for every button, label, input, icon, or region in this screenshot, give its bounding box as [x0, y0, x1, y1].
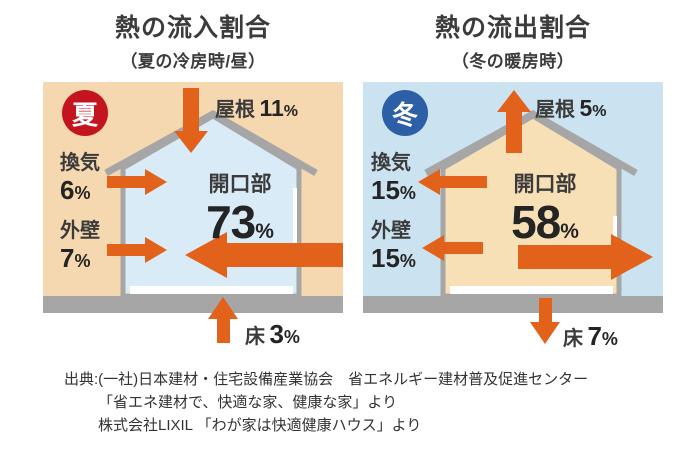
summer-vent-label: 換気 6%: [60, 150, 100, 208]
floor-unit: %: [601, 329, 618, 349]
summer-floor-label: 床 3%: [245, 319, 300, 350]
roof-label-text: 屋根: [535, 99, 575, 121]
floor-value: 7: [587, 321, 602, 351]
vent-inflow-arrow: [107, 169, 167, 195]
vent-outflow-arrow: [418, 169, 487, 195]
source-line-1: 出典:(一社)日本建材・住宅設備産業協会 省エネルギー建材普及促進センター: [64, 371, 589, 388]
floor-outflow-arrow: [530, 298, 560, 344]
opening-unit: %: [255, 220, 274, 243]
vent-value: 6: [60, 175, 75, 205]
roof-value: 11: [259, 95, 284, 121]
ground-strip: [43, 296, 343, 313]
summer-wall-label: 外壁 7%: [60, 218, 100, 276]
summer-opening-label: 開口部 73%: [175, 168, 305, 246]
winter-opening-label: 開口部 58%: [480, 168, 610, 246]
wall-inflow-arrow: [107, 237, 167, 263]
ground-strip: [363, 296, 663, 313]
floor-label-text: 床: [563, 328, 583, 350]
roof-inflow-arrow: [174, 88, 208, 153]
roof-unit: %: [592, 103, 607, 120]
wall-label-text: 外壁: [371, 220, 411, 242]
summer-title-group: 熱の流入割合 （夏の冷房時/昼）: [43, 8, 343, 72]
roof-value: 5: [579, 95, 593, 121]
floor-unit: %: [283, 327, 300, 347]
vent-value: 15: [371, 175, 400, 205]
wall-label-text: 外壁: [60, 220, 100, 242]
vent-label-text: 換気: [371, 152, 411, 174]
opening-label-text: 開口部: [513, 173, 577, 196]
summer-panel: 夏 屋根 11% 換気 6% 外壁 7% 開口部 73% 床 3%: [43, 82, 343, 392]
vent-unit: %: [74, 183, 91, 203]
source-attribution: 出典:(一社)日本建材・住宅設備産業協会 省エネルギー建材普及促進センター 「省…: [64, 368, 588, 437]
opening-value: 58: [511, 196, 561, 248]
source-line-3: 株式会社LIXIL 「わが家は快適健康ハウス」より: [98, 417, 422, 434]
roof-outflow-arrow: [497, 90, 531, 153]
wall-unit: %: [74, 251, 91, 271]
winter-title-group: 熱の流出割合 （冬の暖房時）: [363, 8, 663, 72]
winter-floor-label: 床 7%: [563, 321, 618, 352]
roof-unit: %: [283, 103, 299, 120]
winter-badge: 冬: [382, 90, 428, 136]
opening-unit: %: [560, 220, 579, 243]
opening-outflow-arrow: [518, 234, 653, 280]
winter-roof-label: 屋根 5%: [535, 93, 606, 122]
house-floor-strip: [450, 286, 613, 294]
summer-house-graphic: [43, 82, 343, 343]
wall-unit: %: [399, 251, 416, 271]
roof-overhang: [104, 109, 318, 177]
summer-badge: 夏: [62, 90, 108, 136]
vent-unit: %: [399, 183, 416, 203]
roof-overhang: [424, 109, 638, 177]
wall-value: 15: [371, 243, 400, 273]
vent-label-text: 換気: [60, 152, 100, 174]
summer-subtitle: （夏の冷房時/昼）: [120, 52, 266, 71]
roof-label-text: 屋根: [215, 99, 255, 121]
floor-label-text: 床: [245, 326, 265, 348]
window-line: [293, 188, 297, 266]
opening-label-text: 開口部: [208, 173, 272, 196]
opening-value: 73: [206, 196, 256, 248]
winter-subtitle: （冬の暖房時）: [451, 52, 575, 71]
wall-value: 7: [60, 243, 75, 273]
wall-outflow-arrow: [422, 235, 483, 261]
house-floor-strip: [130, 286, 293, 294]
floor-value: 3: [269, 319, 284, 349]
winter-title: 熱の流出割合: [434, 14, 591, 42]
floor-inflow-arrow: [208, 297, 238, 343]
summer-title: 熱の流入割合: [114, 14, 271, 42]
opening-inflow-arrow: [185, 232, 343, 278]
winter-panel: 冬 屋根 5% 換気 15% 外壁 15% 開口部 58% 床 7%: [363, 82, 663, 392]
source-line-2: 「省エネ建材で、快適な家、健康な家」より: [98, 394, 398, 411]
summer-roof-label: 屋根 11%: [215, 93, 298, 122]
winter-vent-label: 換気 15%: [371, 150, 416, 208]
winter-wall-label: 外壁 15%: [371, 218, 416, 276]
